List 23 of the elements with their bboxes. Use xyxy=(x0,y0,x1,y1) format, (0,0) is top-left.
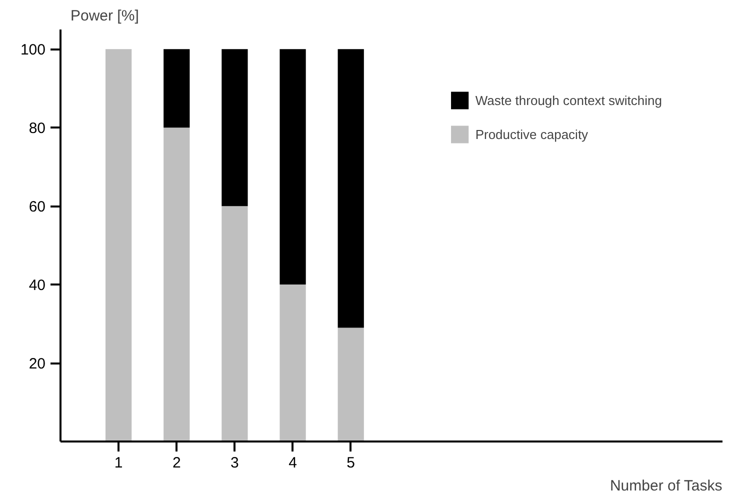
x-tick-label: 5 xyxy=(346,454,356,472)
x-tick-label: 3 xyxy=(230,454,239,472)
legend-label: Productive capacity xyxy=(475,126,588,142)
bar xyxy=(338,328,364,442)
x-tick-label: 4 xyxy=(288,454,297,472)
x-tick-label: 2 xyxy=(172,454,181,472)
bar xyxy=(106,49,132,442)
y-tick-label: 60 xyxy=(28,198,46,216)
y-tick-label: 40 xyxy=(28,277,46,294)
bar xyxy=(164,49,190,128)
legend-label: Waste through context switching xyxy=(475,92,662,108)
x-axis-title: Number of Tasks xyxy=(610,478,722,494)
bar xyxy=(338,49,364,328)
x-tick-label: 1 xyxy=(114,454,123,472)
y-axis-title: Power [%] xyxy=(70,8,139,24)
bar xyxy=(280,284,306,442)
bar xyxy=(280,49,306,285)
bar xyxy=(222,206,248,442)
y-tick-label: 100 xyxy=(20,42,46,59)
y-tick-label: 80 xyxy=(28,120,46,138)
y-tick-label: 20 xyxy=(28,356,46,373)
bar xyxy=(222,49,248,206)
bar xyxy=(164,128,190,442)
